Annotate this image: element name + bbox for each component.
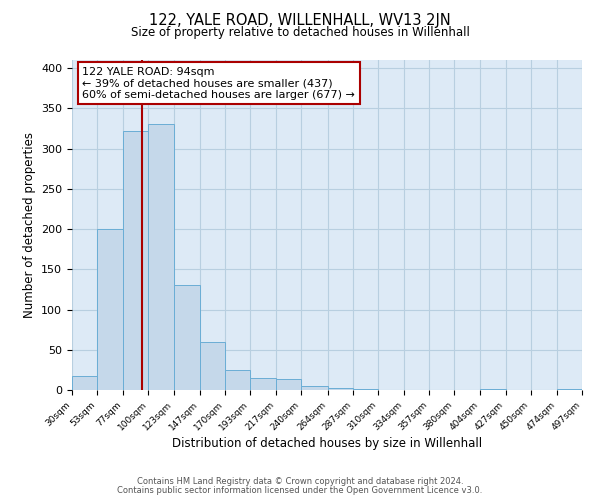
- Text: Size of property relative to detached houses in Willenhall: Size of property relative to detached ho…: [131, 26, 469, 39]
- Bar: [124, 131, 148, 390]
- Bar: [557, 389, 582, 390]
- Text: 122 YALE ROAD: 94sqm
← 39% of detached houses are smaller (437)
60% of semi-deta: 122 YALE ROAD: 94sqm ← 39% of detached h…: [82, 66, 355, 100]
- Bar: [97, 229, 124, 390]
- Bar: [200, 342, 225, 390]
- Text: Contains public sector information licensed under the Open Government Licence v3: Contains public sector information licen…: [118, 486, 482, 495]
- Bar: [225, 370, 250, 390]
- Bar: [72, 376, 97, 390]
- Bar: [481, 389, 506, 390]
- Bar: [301, 386, 328, 390]
- Bar: [173, 286, 200, 390]
- Bar: [328, 388, 353, 390]
- Text: 122, YALE ROAD, WILLENHALL, WV13 2JN: 122, YALE ROAD, WILLENHALL, WV13 2JN: [149, 12, 451, 28]
- Bar: [250, 378, 276, 390]
- Bar: [353, 389, 378, 390]
- Bar: [276, 378, 301, 390]
- Text: Contains HM Land Registry data © Crown copyright and database right 2024.: Contains HM Land Registry data © Crown c…: [137, 477, 463, 486]
- X-axis label: Distribution of detached houses by size in Willenhall: Distribution of detached houses by size …: [172, 438, 482, 450]
- Y-axis label: Number of detached properties: Number of detached properties: [23, 132, 35, 318]
- Bar: [148, 124, 173, 390]
